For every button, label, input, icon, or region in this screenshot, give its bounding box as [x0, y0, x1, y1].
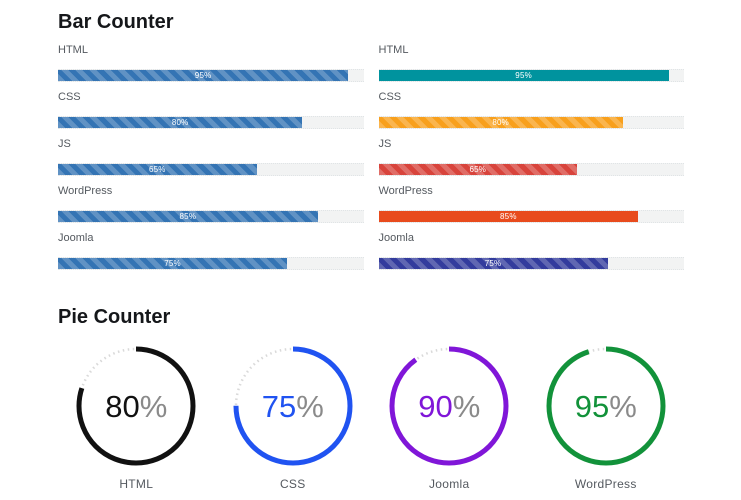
pie-progress-arc: [76, 346, 196, 466]
bar-track: 75%: [58, 257, 364, 270]
pie-svg: [389, 346, 509, 466]
bar-value-label: 65%: [148, 164, 166, 174]
pie-circle: 75%: [232, 345, 354, 467]
pie-label: CSS: [279, 477, 306, 491]
bar-label: CSS: [378, 91, 402, 103]
bar-track: 65%: [58, 163, 364, 176]
pie-value: 90%: [388, 345, 510, 467]
bar-label: JS: [58, 138, 71, 150]
pie-label: HTML: [119, 477, 154, 491]
bar-row: HTML 95%: [58, 44, 364, 82]
bar-label: Joomla: [378, 232, 414, 244]
bar-value-label: 75%: [484, 258, 502, 268]
bar-label: Joomla: [58, 232, 94, 244]
bar-label: WordPress: [378, 185, 433, 197]
bar-row: Joomla 75%: [378, 232, 684, 270]
pie-value-number: 80: [105, 388, 140, 424]
pie-value-number: 90: [418, 388, 453, 424]
bar-value-label: 95%: [194, 70, 212, 80]
bar-counter-title: Bar Counter: [58, 11, 174, 33]
pie-circle: 80%: [75, 345, 197, 467]
bar-track: 85%: [378, 210, 684, 223]
bar-row: WordPress 85%: [58, 185, 364, 223]
bar-value-label: 80%: [492, 117, 509, 127]
bar-fill: 95%: [58, 70, 349, 81]
pie-counter-title: Pie Counter: [58, 306, 171, 328]
pie-value: 75%: [232, 345, 354, 467]
pie-label: Joomla: [429, 477, 470, 491]
pie-item: 90% Joomla: [371, 345, 528, 491]
bar-fill: 65%: [378, 164, 578, 175]
bar-fill: 80%: [58, 117, 303, 128]
bar-value-label: 65%: [469, 164, 487, 174]
pie-svg: [546, 346, 666, 466]
pie-progress-arc: [546, 346, 666, 466]
bar-fill: 75%: [378, 258, 608, 269]
bar-label: HTML: [378, 44, 409, 56]
bar-label: JS: [378, 138, 392, 150]
bar-row: JS 65%: [58, 138, 364, 176]
pie-circle: 95%: [545, 345, 667, 467]
bar-value-label: 85%: [179, 211, 197, 221]
pie-label: WordPress: [574, 477, 637, 491]
pie-counter-row: 80% HTML 75% CSS: [58, 345, 684, 491]
pie-progress-arc: [389, 346, 509, 466]
bar-value-label: 80%: [171, 117, 189, 127]
pie-svg: [76, 346, 196, 466]
bar-row: JS 65%: [378, 138, 684, 176]
bar-track: 95%: [58, 69, 364, 82]
bar-track: 80%: [378, 116, 684, 129]
bar-fill: 85%: [58, 211, 318, 222]
bar-fill: 85%: [378, 211, 639, 222]
pie-value-number: 75: [261, 388, 297, 424]
percent-sign: %: [296, 388, 324, 424]
bar-track: 95%: [378, 69, 684, 82]
bar-value-label: 75%: [164, 258, 181, 268]
bar-value-label: 95%: [515, 70, 532, 80]
bar-fill: 80%: [378, 117, 623, 128]
pie-circle: 90%: [388, 345, 510, 467]
percent-sign: %: [139, 388, 168, 424]
pie-value: 95%: [545, 345, 667, 467]
bar-track: 75%: [378, 257, 684, 270]
bar-track: 65%: [378, 163, 684, 176]
bar-fill: 95%: [378, 70, 669, 81]
bar-row: HTML 95%: [378, 44, 684, 82]
bar-value-label: 85%: [500, 211, 517, 221]
bar-row: CSS 80%: [378, 91, 684, 129]
percent-sign: %: [452, 388, 481, 424]
pie-svg: [233, 346, 353, 466]
bar-fill: 65%: [58, 164, 257, 175]
bar-track: 80%: [58, 116, 364, 129]
bar-column-left: HTML 95% CSS 80% JS: [58, 44, 364, 279]
bar-label: CSS: [58, 91, 81, 103]
bar-counter-grid: HTML 95% CSS 80% JS: [58, 44, 684, 279]
pie-item: 75% CSS: [215, 345, 372, 491]
bar-row: Joomla 75%: [58, 232, 364, 270]
pie-value-number: 95: [574, 388, 610, 424]
pie-item: 95% WordPress: [528, 345, 685, 491]
bar-row: WordPress 85%: [378, 185, 684, 223]
bar-fill: 75%: [58, 258, 288, 269]
bar-column-right: HTML 95% CSS 80% JS: [378, 44, 684, 279]
bar-row: CSS 80%: [58, 91, 364, 129]
bar-label: WordPress: [58, 185, 113, 197]
pie-progress-arc: [233, 346, 353, 466]
pie-item: 80% HTML: [58, 345, 215, 491]
pie-value: 80%: [75, 345, 197, 467]
bar-label: HTML: [58, 44, 88, 56]
percent-sign: %: [609, 388, 637, 424]
bar-track: 85%: [58, 210, 364, 223]
